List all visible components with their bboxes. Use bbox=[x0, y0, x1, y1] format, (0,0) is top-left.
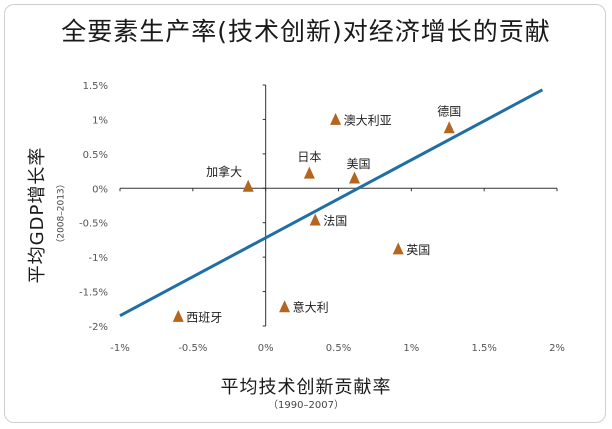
y-tick-label: -1% bbox=[89, 253, 108, 264]
data-point-marker bbox=[309, 213, 321, 226]
chart-title: 全要素生产率(技术创新)对经济增长的贡献 bbox=[61, 17, 551, 46]
x-tick-label: 1.5% bbox=[471, 343, 496, 354]
y-tick-label: 1% bbox=[92, 115, 108, 126]
data-point-marker bbox=[279, 300, 291, 313]
data-point-marker bbox=[392, 242, 404, 255]
y-tick-label: 0.5% bbox=[83, 150, 108, 161]
x-tick-label: -0.5% bbox=[178, 343, 207, 354]
data-point-label: 德国 bbox=[437, 104, 461, 119]
data-point-marker bbox=[330, 112, 342, 125]
data-point-marker bbox=[349, 171, 361, 184]
data-point-marker bbox=[242, 179, 254, 192]
y-axis-sublabel: （2008–2013） bbox=[56, 179, 67, 248]
y-tick-label: 1.5% bbox=[83, 81, 108, 92]
data-point-label: 法国 bbox=[323, 214, 347, 228]
tick-labels: -1% -0.5% 0% 0.5% 1% 1.5% 2% 1.5% 1% 0.5% 0% -0.5% -… bbox=[79, 81, 565, 354]
data-point-label: 意大利 bbox=[293, 300, 329, 315]
x-axis-sublabel: （1990–2007） bbox=[268, 400, 344, 411]
data-point-label: 英国 bbox=[406, 243, 430, 257]
y-tick-label: -0.5% bbox=[79, 219, 108, 230]
trend-line bbox=[119, 88, 544, 317]
data-point-label: 澳大利亚 bbox=[344, 113, 392, 127]
x-tick-label: 1% bbox=[403, 343, 419, 354]
data-point-marker bbox=[443, 121, 455, 134]
data-point-label: 西班牙 bbox=[186, 310, 222, 324]
x-tick-label: 2% bbox=[549, 343, 565, 354]
data-point-label: 加拿大 bbox=[206, 164, 242, 179]
data-point-label: 日本 bbox=[297, 150, 321, 164]
x-tick-label: 0% bbox=[258, 343, 274, 354]
y-tick-label: -1.5% bbox=[79, 288, 108, 299]
x-axis-label: 平均技术创新贡献率 bbox=[220, 377, 392, 398]
y-tick-label: -2% bbox=[89, 322, 108, 333]
x-tick-label: -1% bbox=[110, 343, 129, 354]
y-tick-label: 0% bbox=[92, 184, 108, 195]
data-point-marker bbox=[172, 309, 184, 322]
y-axis-label: 平均GDP增长率 bbox=[27, 146, 48, 284]
data-point-marker bbox=[303, 166, 315, 179]
x-tick-label: 0.5% bbox=[326, 343, 351, 354]
chart-frame bbox=[4, 4, 606, 423]
axes-group bbox=[119, 84, 558, 327]
data-points: 德国澳大利亚日本美国加拿大法国英国意大利西班牙 bbox=[172, 104, 461, 324]
trend-line-group bbox=[119, 88, 544, 317]
data-point-label: 美国 bbox=[347, 157, 371, 171]
